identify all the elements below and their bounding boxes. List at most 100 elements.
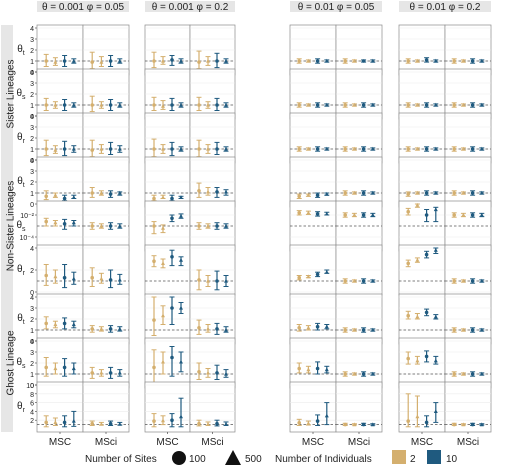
point-500-sites	[415, 414, 420, 419]
point-500-sites	[370, 212, 375, 217]
point-100-sites	[424, 147, 429, 151]
point-500-sites	[461, 327, 466, 332]
point-500-sites	[117, 146, 122, 151]
point-100-sites	[152, 318, 156, 322]
point-500-sites	[324, 146, 329, 151]
point-500-sites	[117, 370, 122, 375]
point-100-sites	[361, 191, 366, 195]
point-500-sites	[352, 422, 357, 427]
point-100-sites	[215, 327, 219, 331]
point-100-sites	[197, 370, 201, 374]
point-100-sites	[108, 371, 113, 375]
point-100-sites	[343, 372, 348, 376]
point-100-sites	[62, 103, 67, 107]
point-100-sites	[315, 103, 320, 107]
y-tick-label: 4	[30, 114, 34, 121]
x-tick-label: MSci	[348, 437, 370, 448]
y-tick-label: 2	[30, 418, 34, 425]
point-500-sites	[461, 278, 466, 283]
point-500-sites	[461, 422, 466, 427]
point-500-sites	[99, 276, 104, 281]
legend-sites-500: 500	[245, 454, 262, 465]
point-500-sites	[415, 190, 420, 195]
column-label: θ = 0.001 φ = 0.05	[42, 2, 125, 13]
point-100-sites	[424, 310, 429, 315]
point-500-sites	[352, 102, 357, 107]
group-label: Non-Sister Lineages	[6, 181, 17, 272]
point-500-sites	[370, 422, 375, 427]
point-100-sites	[197, 224, 201, 228]
point-500-sites	[206, 223, 210, 228]
point-500-sites	[324, 211, 329, 216]
point-100-sites	[361, 328, 366, 332]
point-500-sites	[306, 102, 311, 107]
point-500-sites	[433, 248, 438, 252]
point-500-sites	[479, 58, 484, 63]
point-100-sites	[452, 147, 457, 151]
point-100-sites	[315, 59, 320, 63]
y-tick-label: 4	[30, 339, 34, 346]
point-500-sites	[53, 420, 58, 424]
point-100-sites	[170, 196, 174, 201]
point-100-sites	[215, 59, 219, 63]
point-500-sites	[224, 278, 228, 283]
point-500-sites	[53, 366, 58, 371]
column-strip	[290, 1, 382, 12]
point-100-sites	[470, 213, 475, 217]
point-500-sites	[306, 421, 311, 425]
y-tick-label: 2	[30, 92, 34, 99]
point-100-sites	[215, 279, 219, 283]
point-500-sites	[370, 278, 375, 283]
point-100-sites	[170, 355, 174, 360]
point-500-sites	[461, 58, 466, 63]
y-tick-label: 3	[30, 350, 34, 357]
legend-circle-icon	[172, 451, 186, 465]
point-500-sites	[324, 191, 329, 196]
point-500-sites	[53, 274, 58, 279]
y-tick-label: 3	[30, 169, 34, 176]
point-500-sites	[433, 358, 438, 363]
point-100-sites	[406, 59, 411, 63]
point-100-sites	[90, 191, 94, 195]
point-500-sites	[117, 58, 122, 63]
point-500-sites	[161, 261, 165, 265]
point-500-sites	[324, 413, 329, 418]
point-500-sites	[71, 418, 76, 423]
column-strip	[145, 1, 235, 12]
point-100-sites	[406, 313, 411, 318]
point-500-sites	[370, 190, 375, 195]
point-500-sites	[179, 305, 183, 310]
point-100-sites	[297, 194, 302, 199]
point-500-sites	[161, 146, 165, 151]
y-tick-label: 3	[30, 81, 34, 88]
point-100-sites	[297, 211, 302, 215]
point-500-sites	[479, 190, 484, 195]
y-tick-label: 6	[30, 401, 34, 408]
point-500-sites	[479, 146, 484, 151]
point-500-sites	[306, 367, 311, 372]
y-tick-label: 4	[30, 158, 34, 165]
point-100-sites	[361, 59, 366, 63]
point-100-sites	[470, 191, 475, 195]
row-label: θs	[16, 220, 26, 233]
y-tick-label: 4	[30, 295, 34, 302]
point-100-sites	[361, 422, 366, 427]
y-tick-label: 0	[30, 114, 34, 121]
point-100-sites	[170, 306, 174, 310]
point-100-sites	[470, 59, 475, 63]
point-500-sites	[324, 367, 329, 372]
point-100-sites	[90, 60, 94, 64]
column-strip	[37, 1, 129, 12]
point-100-sites	[424, 420, 429, 425]
point-100-sites	[470, 279, 475, 283]
point-100-sites	[44, 147, 48, 151]
row-label: θt	[17, 176, 25, 189]
point-500-sites	[179, 213, 183, 218]
row-label: θs	[16, 357, 26, 370]
point-100-sites	[44, 365, 48, 370]
point-500-sites	[415, 102, 420, 107]
row-label: θt	[17, 44, 25, 57]
y-tick-label: 3	[30, 37, 34, 44]
point-100-sites	[170, 254, 174, 259]
group-strip	[1, 157, 13, 295]
